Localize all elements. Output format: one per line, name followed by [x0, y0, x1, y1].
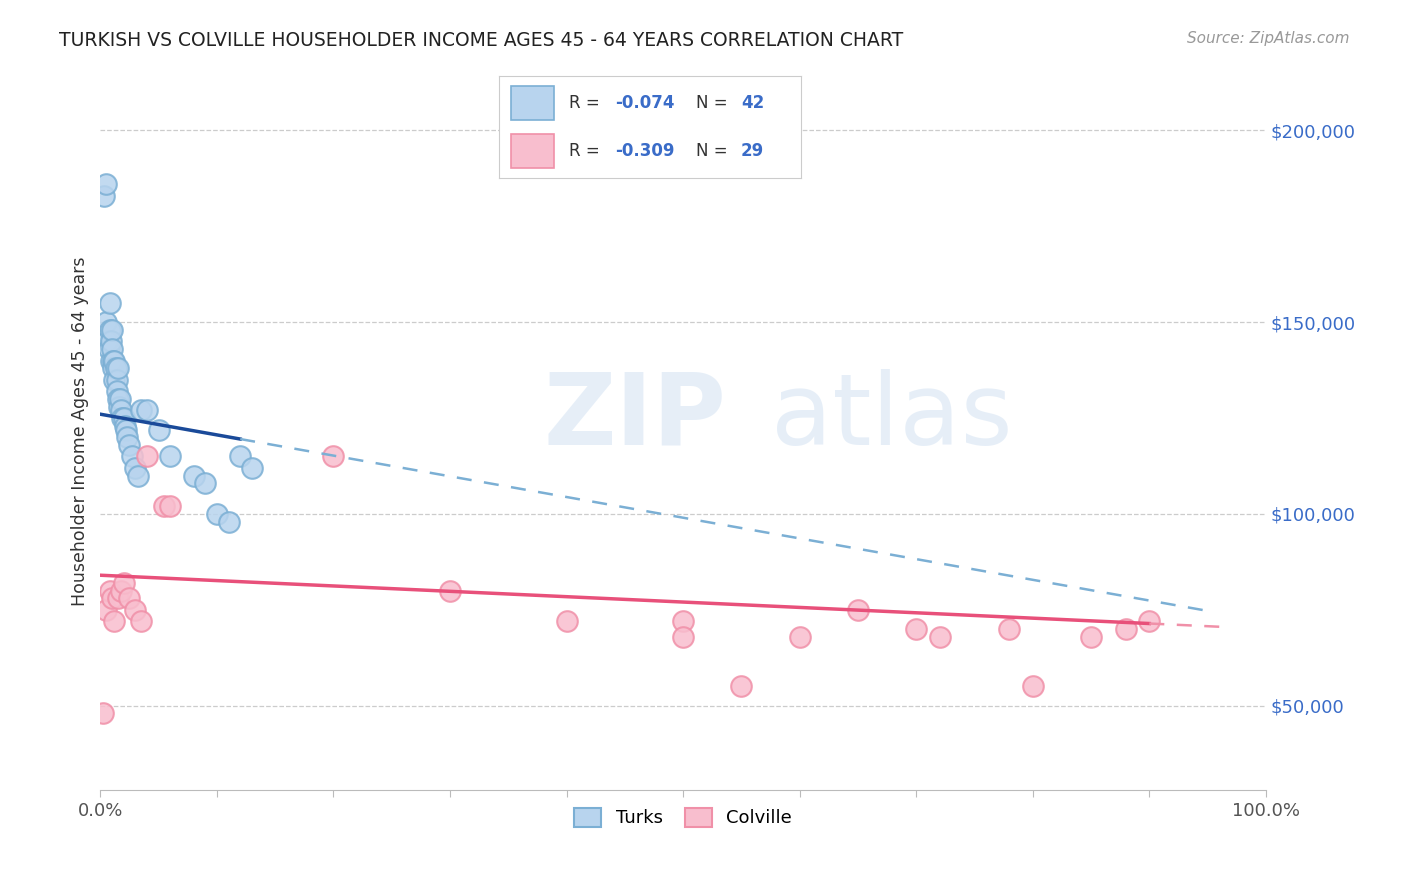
Point: [105, 373, 128, 387]
Point: [100, 334, 122, 349]
Point: [218, 515, 240, 529]
Text: Source: ZipAtlas.com: Source: ZipAtlas.com: [1187, 31, 1350, 46]
Point: [96, 177, 118, 191]
Point: [153, 499, 176, 513]
Text: TURKISH VS COLVILLE HOUSEHOLDER INCOME AGES 45 - 64 YEARS CORRELATION CHART: TURKISH VS COLVILLE HOUSEHOLDER INCOME A…: [59, 31, 903, 50]
Point: [322, 450, 344, 464]
Point: [101, 353, 124, 368]
Point: [110, 403, 132, 417]
Point: [136, 450, 159, 464]
Point: [159, 499, 181, 513]
Point: [112, 575, 135, 590]
Point: [672, 630, 695, 644]
Point: [789, 630, 811, 644]
Text: N =: N =: [696, 94, 733, 112]
Point: [111, 411, 134, 425]
Point: [118, 591, 141, 606]
Point: [121, 450, 143, 464]
Point: [1137, 614, 1160, 628]
Point: [101, 591, 124, 606]
Point: [114, 418, 136, 433]
Point: [124, 461, 146, 475]
Point: [108, 392, 131, 406]
FancyBboxPatch shape: [512, 87, 554, 120]
Point: [905, 622, 928, 636]
Point: [107, 392, 129, 406]
Point: [107, 361, 129, 376]
Point: [124, 603, 146, 617]
Point: [1115, 622, 1137, 636]
Point: [159, 450, 181, 464]
Point: [103, 373, 125, 387]
Point: [1080, 630, 1102, 644]
Point: [115, 430, 138, 444]
Point: [730, 680, 752, 694]
Point: [107, 591, 129, 606]
Point: [108, 400, 131, 414]
Text: 29: 29: [741, 142, 765, 161]
Point: [103, 614, 125, 628]
Text: N =: N =: [696, 142, 733, 161]
Point: [91, 706, 114, 721]
Point: [998, 622, 1021, 636]
Text: R =: R =: [568, 142, 605, 161]
Point: [672, 614, 695, 628]
Point: [1022, 680, 1045, 694]
Point: [97, 342, 120, 356]
Text: -0.309: -0.309: [616, 142, 675, 161]
Text: ZIP: ZIP: [543, 368, 725, 466]
Text: -0.074: -0.074: [616, 94, 675, 112]
Point: [100, 353, 122, 368]
Point: [104, 361, 127, 376]
Point: [127, 468, 149, 483]
FancyBboxPatch shape: [512, 135, 554, 168]
Point: [98, 323, 121, 337]
Point: [115, 423, 138, 437]
Point: [112, 411, 135, 425]
Point: [148, 423, 170, 437]
Point: [101, 361, 124, 376]
Point: [105, 384, 128, 399]
Point: [555, 614, 578, 628]
Point: [229, 450, 252, 464]
Point: [93, 188, 115, 202]
Point: [205, 507, 228, 521]
Text: R =: R =: [568, 94, 605, 112]
Point: [101, 323, 124, 337]
Point: [110, 583, 132, 598]
Point: [846, 603, 869, 617]
Point: [101, 342, 124, 356]
Point: [129, 403, 152, 417]
Point: [96, 315, 118, 329]
Point: [136, 403, 159, 417]
Legend: Turks, Colville: Turks, Colville: [567, 801, 799, 835]
Point: [194, 476, 217, 491]
Point: [98, 583, 121, 598]
Point: [103, 353, 125, 368]
Point: [240, 461, 263, 475]
Point: [118, 438, 141, 452]
Text: atlas: atlas: [770, 368, 1012, 466]
Point: [439, 583, 461, 598]
Y-axis label: Householder Income Ages 45 - 64 years: Householder Income Ages 45 - 64 years: [72, 257, 89, 607]
Point: [98, 296, 121, 310]
Text: 42: 42: [741, 94, 765, 112]
Point: [96, 334, 118, 349]
Point: [96, 603, 118, 617]
Point: [183, 468, 205, 483]
Point: [928, 630, 950, 644]
Point: [129, 614, 152, 628]
